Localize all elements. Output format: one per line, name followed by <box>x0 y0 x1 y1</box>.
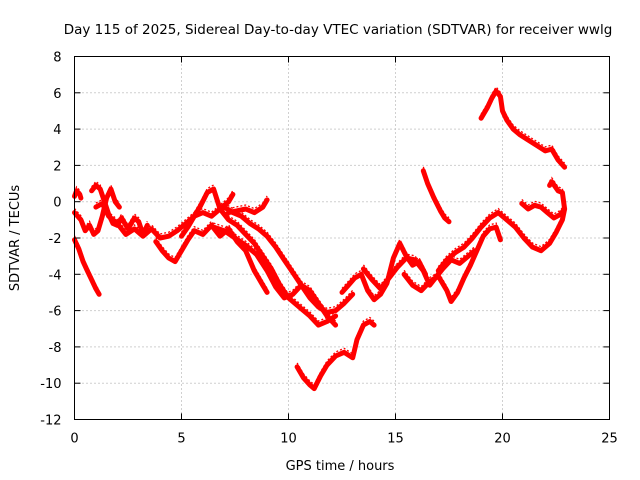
trace-arc-10 <box>226 197 270 216</box>
trace-markers-arc-4 <box>91 180 148 233</box>
trace-arc-17 <box>478 88 568 170</box>
trace-arc-12 <box>339 240 428 303</box>
trace-markers-arc-3 <box>73 235 100 291</box>
trace-arc-7 <box>179 186 339 328</box>
data-traces <box>72 85 568 392</box>
trace-arc-9 <box>211 224 339 328</box>
trace-arc-5 <box>93 191 236 241</box>
x-tick-label: 25 <box>601 432 618 447</box>
trace-markers-arc-15 <box>422 166 450 219</box>
trace-arc-3 <box>72 237 102 297</box>
y-tick-label: 4 <box>53 123 61 138</box>
trace-arc-8 <box>221 204 356 315</box>
x-tick-label: 15 <box>387 432 404 447</box>
trace-markers-arc-14 <box>403 222 502 299</box>
trace-markers-arc-18 <box>521 176 566 215</box>
trace-markers-arc-6 <box>155 220 268 289</box>
trace-markers-arc-5 <box>95 190 234 235</box>
x-tick-label: 0 <box>70 432 78 447</box>
trace-arc-1 <box>72 188 84 201</box>
x-tick-label: 20 <box>494 432 511 447</box>
trace-arc-14 <box>401 224 503 304</box>
trace-markers-arc-11 <box>296 316 375 386</box>
y-tick-label: 6 <box>53 87 61 102</box>
trace-markers-arc-17 <box>480 85 566 164</box>
grid <box>74 56 610 420</box>
trace-arc-16 <box>435 206 568 274</box>
y-tick-label: -12 <box>40 414 61 429</box>
y-tick-label: 8 <box>53 51 61 66</box>
trace-markers-arc-7 <box>180 184 336 322</box>
trace-arc-15 <box>420 168 452 225</box>
y-tick-label: 2 <box>53 159 61 174</box>
y-tick-label: 0 <box>53 196 61 211</box>
x-tick-label: 5 <box>177 432 185 447</box>
trace-markers-arc-13 <box>362 246 476 286</box>
y-tick-label: -4 <box>49 268 62 283</box>
y-tick-label: -10 <box>40 377 61 392</box>
y-tick-label: -2 <box>49 232 62 247</box>
trace-arc-13 <box>360 248 478 292</box>
trace-arc-11 <box>294 319 377 392</box>
trace-markers-arc-16 <box>437 204 566 268</box>
axis-ticks: 0 5 10 15 20 25 -12 -10 -8 -6 -4 -2 0 2 4 6 8 <box>40 51 618 447</box>
trace-markers-arc-12 <box>341 237 427 297</box>
trace-markers-arc-9 <box>213 222 337 322</box>
y-tick-label: -6 <box>49 305 62 320</box>
trace-markers-arc-1 <box>73 185 82 195</box>
y-axis-label: SDTVAR / TECUs <box>8 185 23 292</box>
trace-arc-2 <box>72 186 122 237</box>
trace-markers-arc-8 <box>223 202 354 310</box>
x-axis-label: GPS time / hours <box>286 459 395 474</box>
trace-arc-18 <box>519 179 568 221</box>
x-tick-label: 10 <box>280 432 297 447</box>
trace-markers-arc-2 <box>74 183 120 232</box>
y-tick-label: -8 <box>49 341 62 356</box>
chart-title: Day 115 of 2025, Sidereal Day-to-day VTE… <box>64 22 613 38</box>
trace-arc-6 <box>153 222 270 295</box>
